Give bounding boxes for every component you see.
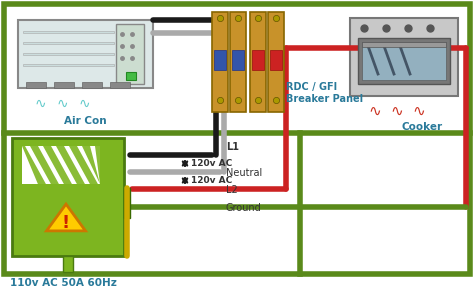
- Bar: [250, 12, 266, 112]
- Text: ∿: ∿: [391, 104, 403, 119]
- Text: Air Con: Air Con: [64, 116, 107, 126]
- Bar: [82, 82, 102, 88]
- Bar: [110, 82, 130, 88]
- Bar: [63, 256, 73, 272]
- Bar: [18, 20, 153, 88]
- Text: Neutral: Neutral: [226, 168, 262, 178]
- Bar: [252, 50, 264, 70]
- Text: 110v AC 50A 60Hz: 110v AC 50A 60Hz: [9, 278, 117, 288]
- Text: ∿: ∿: [34, 97, 46, 111]
- Polygon shape: [46, 204, 85, 231]
- Text: ∿: ∿: [78, 97, 90, 111]
- Bar: [124, 188, 130, 218]
- Bar: [230, 12, 246, 112]
- Polygon shape: [82, 146, 100, 184]
- Text: L2: L2: [226, 185, 238, 195]
- Polygon shape: [43, 146, 72, 184]
- Bar: [362, 42, 446, 80]
- Text: ∿: ∿: [413, 104, 425, 119]
- Bar: [26, 82, 46, 88]
- Text: ∿: ∿: [56, 97, 68, 111]
- Text: !: !: [62, 214, 70, 232]
- Polygon shape: [30, 146, 59, 184]
- Polygon shape: [22, 146, 46, 184]
- Bar: [358, 38, 450, 84]
- Bar: [54, 82, 74, 88]
- Bar: [350, 18, 458, 96]
- Bar: [126, 72, 136, 80]
- Text: 120v AC: 120v AC: [191, 176, 232, 185]
- Bar: [214, 50, 226, 70]
- Bar: [232, 50, 244, 70]
- Bar: [212, 12, 228, 112]
- Bar: [270, 50, 282, 70]
- Bar: [362, 42, 446, 47]
- Polygon shape: [69, 146, 98, 184]
- Text: Cooker: Cooker: [401, 122, 443, 132]
- Bar: [268, 12, 284, 112]
- Text: 120v AC: 120v AC: [191, 159, 232, 168]
- Text: Ground: Ground: [226, 203, 262, 213]
- Text: RDC / GFI
Breaker Panel: RDC / GFI Breaker Panel: [286, 82, 363, 104]
- Bar: [116, 24, 144, 84]
- Polygon shape: [56, 146, 85, 184]
- Bar: [12, 138, 124, 256]
- Polygon shape: [95, 146, 100, 184]
- Text: L1: L1: [226, 142, 239, 152]
- Text: ∿: ∿: [369, 104, 382, 119]
- Bar: [22, 146, 100, 184]
